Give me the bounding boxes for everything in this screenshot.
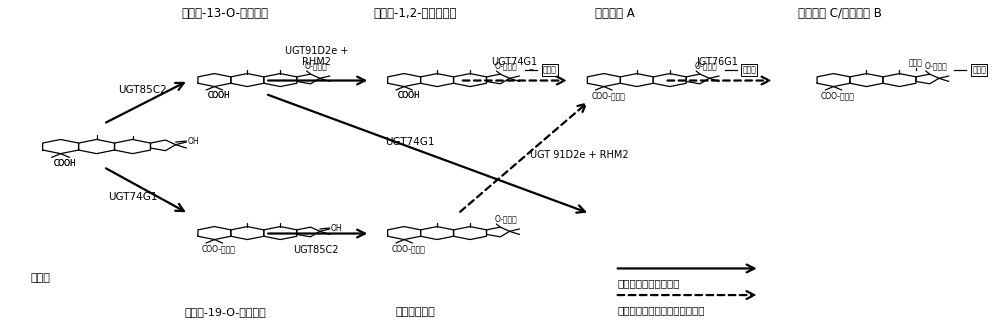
Text: COOH: COOH — [54, 159, 77, 168]
Text: COO-葡萄糖: COO-葡萄糖 — [392, 244, 425, 254]
Text: OH: OH — [331, 223, 342, 232]
Text: JGT76G1: JGT76G1 — [697, 57, 739, 67]
Text: O-葡萄糖: O-葡萄糖 — [305, 61, 328, 70]
Text: 甜菊醇-1,2-鼠李二糖苷: 甜菊醇-1,2-鼠李二糖苷 — [373, 7, 457, 20]
Text: 甜菊醇-13-O-葡萄糖苷: 甜菊醇-13-O-葡萄糖苷 — [182, 7, 269, 20]
Text: COOH: COOH — [397, 92, 420, 101]
Text: 鼠李糖: 鼠李糖 — [742, 65, 756, 74]
Text: 鼠李糖: 鼠李糖 — [543, 65, 557, 74]
Text: COO-葡萄糖: COO-葡萄糖 — [821, 92, 855, 101]
Text: 杜尔可苷 A: 杜尔可苷 A — [595, 7, 635, 20]
Text: UGT74G1: UGT74G1 — [385, 137, 435, 147]
Text: 甜菊醇: 甜菊醇 — [31, 274, 51, 284]
Text: COOH: COOH — [397, 92, 420, 101]
Text: 甜菊醇-19-O-葡萄糖苷: 甜菊醇-19-O-葡萄糖苷 — [185, 307, 266, 317]
Text: COO-葡萄糖: COO-葡萄糖 — [202, 244, 236, 254]
Text: COOH: COOH — [207, 92, 230, 101]
Text: 显示的体外发生的反应: 显示的体外发生的反应 — [618, 279, 680, 289]
Text: COOH: COOH — [207, 92, 230, 101]
Text: 鼠李糖: 鼠李糖 — [972, 65, 986, 74]
Text: 根据体内数据认为能发生的反应: 根据体内数据认为能发生的反应 — [618, 305, 705, 315]
Text: O-葡萄糖: O-葡萄糖 — [694, 61, 717, 70]
Text: O-葡萄糖: O-葡萄糖 — [924, 61, 947, 70]
Text: 莱鲍迪苷 C/杜尔可苷 B: 莱鲍迪苷 C/杜尔可苷 B — [798, 7, 881, 20]
Text: O-葡萄糖: O-葡萄糖 — [495, 214, 518, 223]
Text: COO-葡萄糖: COO-葡萄糖 — [591, 92, 625, 101]
Text: UGT74G1: UGT74G1 — [109, 192, 158, 202]
Text: OH: OH — [188, 137, 199, 146]
Text: UGT74G1: UGT74G1 — [491, 57, 537, 67]
Text: –: – — [528, 65, 533, 74]
Text: UGT 91D2e + RHM2: UGT 91D2e + RHM2 — [530, 150, 629, 160]
Text: UGT85C2: UGT85C2 — [119, 86, 167, 96]
Text: 葡萄糖: 葡萄糖 — [909, 58, 923, 67]
Text: 甜叶悬钉子苷: 甜叶悬钉子苷 — [395, 307, 435, 317]
Text: UGT91D2e +
RHM2: UGT91D2e + RHM2 — [285, 46, 348, 67]
Text: COOH: COOH — [54, 159, 77, 168]
Text: O-葡萄糖: O-葡萄糖 — [495, 61, 518, 70]
Text: UGT85C2: UGT85C2 — [294, 245, 339, 255]
